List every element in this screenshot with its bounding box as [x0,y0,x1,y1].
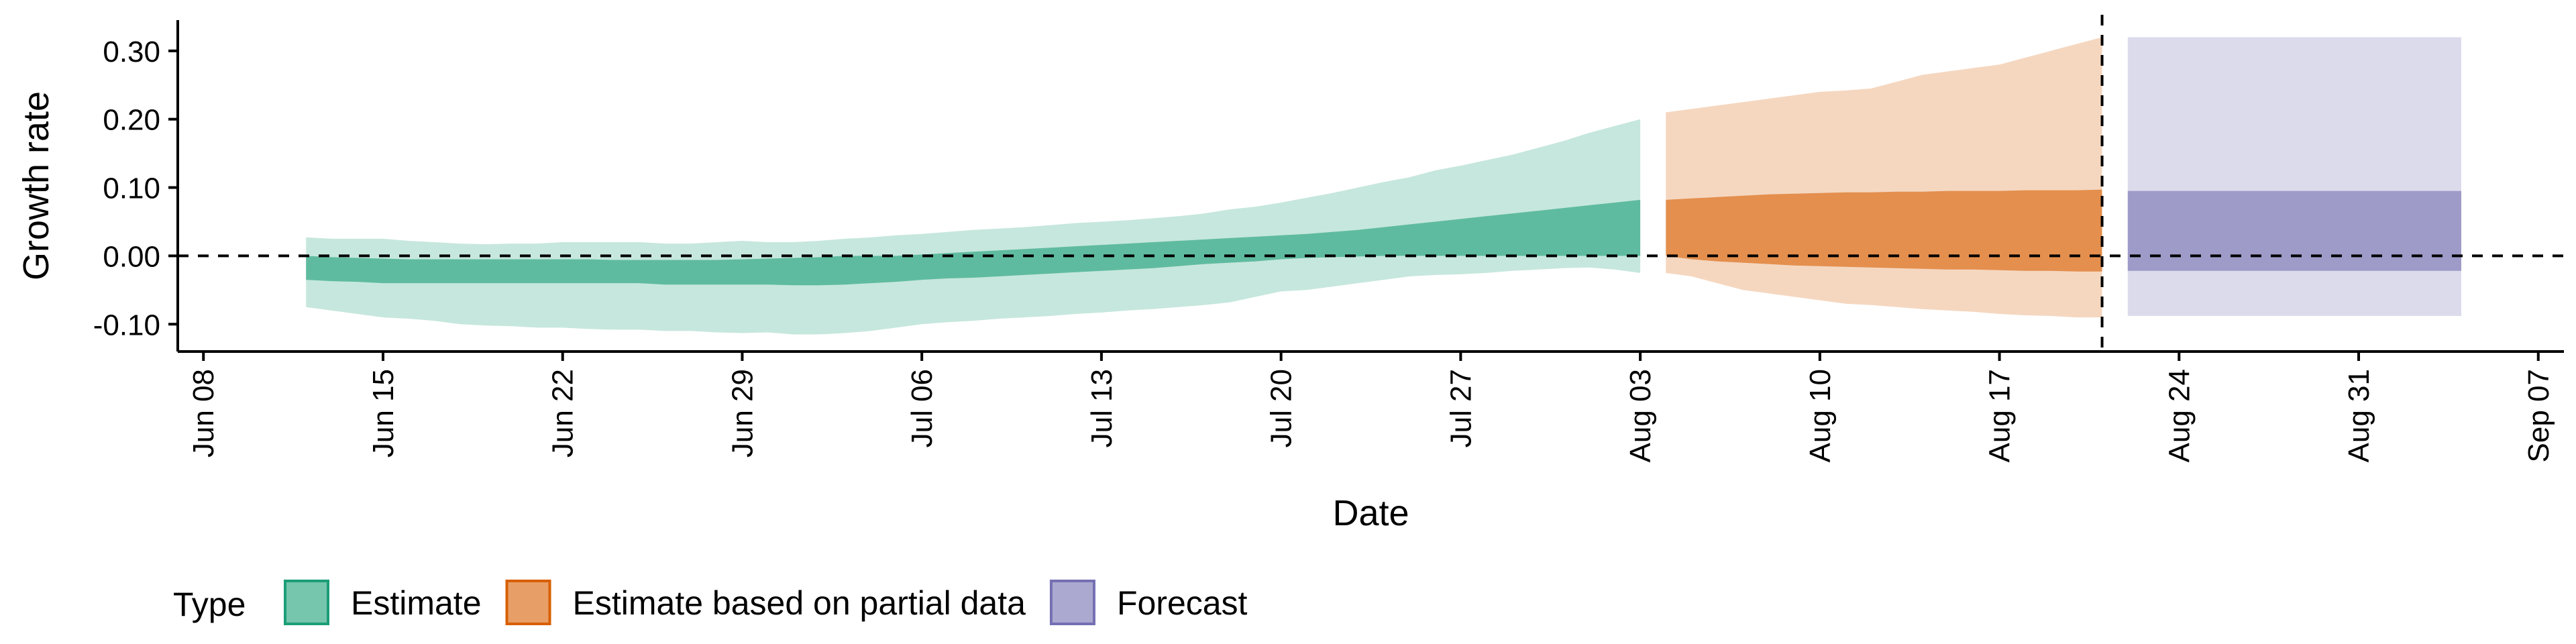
y-tick-label: 0.10 [103,172,160,205]
legend-swatch-forecast [1049,580,1095,625]
forecast-band-50 [2127,191,2461,271]
forecast-band-90 [2127,37,2461,316]
x-tick-label: Jul 06 [906,369,938,447]
x-tick-label: Jun 29 [726,369,759,458]
chart-axes [176,20,2564,353]
y-axis-ticks: -0.10 0.00 0.10 0.20 0.30 [93,36,178,341]
legend-swatch-estimate [284,580,329,625]
x-tick-label: Jul 27 [1444,369,1477,447]
x-tick-label: Sep 07 [2522,369,2555,462]
x-tick-label: Aug 24 [2163,369,2196,462]
x-tick-label: Jul 13 [1085,369,1118,447]
x-axis-title: Date [1332,493,1409,533]
x-tick-label: Aug 17 [1984,369,2017,462]
legend-label-forecast: Forecast [1117,584,1248,622]
y-tick-label: -0.10 [93,309,160,341]
legend-swatch-estimate-based-on-partial-data [505,580,551,625]
x-tick-label: Aug 31 [2343,369,2375,462]
estimate-band-50 [306,199,1641,286]
legend-title: Type [173,586,246,623]
reference-lines [178,15,2564,352]
legend-label-estimate-based-on-partial-data: Estimate based on partial data [573,584,1026,622]
x-axis-ticks: Jun 08 Jun 15 Jun 22 Jun 29 Jul 06 Jul 13 Jul … [187,352,2555,462]
y-axis-title: Growth rate [16,91,56,280]
x-tick-label: Aug 03 [1624,369,1657,462]
x-tick-label: Jul 20 [1265,369,1298,447]
legend-label-estimate: Estimate [351,584,482,622]
estimate-based-on-partial-data-band-50 [1666,189,2102,272]
y-tick-label: 0.20 [103,104,160,137]
x-tick-label: Jun 22 [547,369,580,458]
estimate-based-on-partial-data-band-90 [1666,37,2102,318]
chart-bands [306,37,2461,335]
y-tick-label: 0.30 [103,36,160,68]
x-tick-label: Jun 15 [367,369,400,458]
x-tick-label: Aug 10 [1804,369,1837,462]
legend: Type Estimate Estimate based on partial d… [173,580,1248,625]
y-tick-label: 0.00 [103,240,160,273]
x-tick-label: Jun 08 [187,369,220,458]
